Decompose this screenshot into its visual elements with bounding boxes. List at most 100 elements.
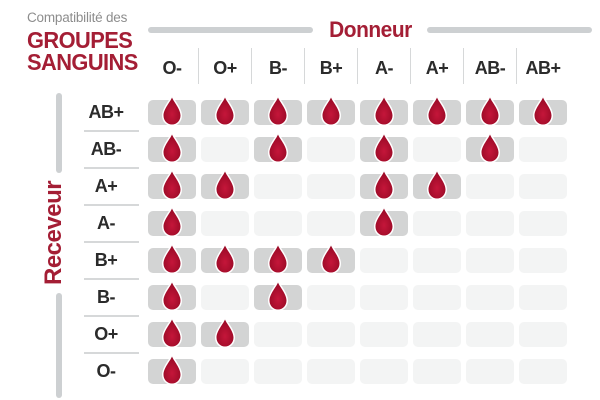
matrix-cell-compatible [307, 95, 355, 126]
donor-header-line-right [427, 27, 593, 33]
matrix-cell-incompatible [519, 359, 567, 384]
matrix-cell-incompatible [360, 359, 408, 384]
matrix-cell-incompatible [254, 359, 302, 384]
matrix-cell-compatible [360, 132, 408, 163]
blood-drop-icon [480, 132, 500, 163]
donor-column-header: A+ [413, 48, 464, 84]
blood-drop-icon [268, 132, 288, 163]
chart-title: Compatibilité des GROUPES SANGUINS [27, 11, 144, 73]
blood-drop-icon [321, 243, 341, 274]
chart-title-line2: SANGUINS [27, 48, 138, 75]
matrix-cell-incompatible [413, 359, 461, 384]
blood-drop-icon [268, 243, 288, 274]
blood-drop-icon [480, 95, 500, 126]
blood-drop-icon [162, 280, 182, 311]
receiver-row-label: B- [78, 285, 139, 317]
matrix-cell-incompatible [360, 285, 408, 310]
blood-drop-icon [268, 95, 288, 126]
matrix-cell-incompatible [413, 248, 461, 273]
matrix-cell-compatible [254, 132, 302, 163]
matrix-cell-incompatible [519, 174, 567, 199]
receiver-row-label: A+ [78, 174, 139, 206]
donor-axis-header: Donneur [148, 16, 593, 44]
compatibility-matrix [148, 95, 567, 385]
blood-drop-icon [427, 169, 447, 200]
matrix-cell-incompatible [307, 285, 355, 310]
blood-drop-icon [268, 280, 288, 311]
matrix-cell-compatible [201, 95, 249, 126]
matrix-cell-compatible [466, 95, 514, 126]
matrix-cell-incompatible [201, 211, 249, 236]
blood-drop-icon [162, 317, 182, 348]
matrix-cell-compatible [148, 317, 196, 348]
chart-title-line1: GROUPES [27, 26, 133, 53]
blood-drop-icon [374, 206, 394, 237]
matrix-cell-incompatible [519, 322, 567, 347]
receiver-row-label: AB+ [78, 100, 139, 132]
donor-column-header: O+ [201, 48, 252, 84]
matrix-cell-compatible [148, 206, 196, 237]
matrix-cell-compatible [148, 132, 196, 163]
donor-column-header: A- [360, 48, 411, 84]
matrix-cell-incompatible [519, 137, 567, 162]
matrix-cell-compatible [254, 280, 302, 311]
blood-drop-icon [215, 95, 235, 126]
matrix-cell-compatible [148, 280, 196, 311]
blood-drop-icon [215, 317, 235, 348]
matrix-cell-compatible [201, 169, 249, 200]
blood-drop-icon [162, 243, 182, 274]
matrix-cell-incompatible [466, 211, 514, 236]
receiver-row-labels: AB+ AB- A+ A- B+ B- O+ O- [78, 100, 139, 384]
matrix-cell-incompatible [413, 322, 461, 347]
matrix-cell-incompatible [413, 211, 461, 236]
receiver-row-label: AB- [78, 137, 139, 169]
receiver-row-label: O- [96, 361, 117, 381]
matrix-cell-incompatible [466, 285, 514, 310]
matrix-cell-compatible [148, 354, 196, 385]
matrix-cell-compatible [519, 95, 567, 126]
blood-drop-icon [533, 95, 553, 126]
blood-drop-icon [162, 206, 182, 237]
matrix-cell-incompatible [360, 322, 408, 347]
blood-drop-icon [162, 354, 182, 385]
matrix-cell-compatible [254, 243, 302, 274]
donor-column-header: AB+ [525, 58, 561, 78]
matrix-cell-incompatible [307, 211, 355, 236]
matrix-cell-incompatible [519, 285, 567, 310]
blood-drop-icon [162, 95, 182, 126]
matrix-cell-incompatible [413, 285, 461, 310]
matrix-cell-incompatible [307, 174, 355, 199]
matrix-cell-incompatible [360, 248, 408, 273]
blood-drop-icon [374, 132, 394, 163]
matrix-cell-incompatible [466, 174, 514, 199]
matrix-cell-incompatible [201, 359, 249, 384]
receiver-axis-line-top [56, 93, 62, 173]
donor-column-header: AB- [466, 48, 517, 84]
donor-column-header: B+ [307, 48, 358, 84]
receiver-row-label: B+ [78, 248, 139, 280]
donor-column-headers: O- O+ B- B+ A- A+ AB- AB+ [148, 48, 567, 84]
blood-drop-icon [321, 95, 341, 126]
matrix-cell-incompatible [466, 322, 514, 347]
matrix-cell-compatible [466, 132, 514, 163]
receiver-row-label: O+ [78, 322, 139, 354]
matrix-cell-compatible [413, 95, 461, 126]
matrix-cell-incompatible [254, 322, 302, 347]
matrix-cell-incompatible [519, 248, 567, 273]
matrix-cell-compatible [201, 317, 249, 348]
matrix-cell-compatible [360, 169, 408, 200]
matrix-cell-incompatible [307, 137, 355, 162]
matrix-cell-incompatible [254, 174, 302, 199]
donor-column-header: O- [148, 48, 199, 84]
donor-axis-label: Donneur [328, 17, 412, 42]
matrix-cell-compatible [360, 95, 408, 126]
receiver-axis-line-bottom [56, 293, 62, 398]
matrix-cell-compatible [201, 243, 249, 274]
blood-drop-icon [427, 95, 447, 126]
matrix-cell-incompatible [466, 359, 514, 384]
matrix-cell-incompatible [307, 359, 355, 384]
chart-title-prefix: Compatibilité des [27, 10, 128, 25]
receiver-axis-label: Receveur [40, 180, 67, 286]
receiver-row-label: A- [78, 211, 139, 243]
